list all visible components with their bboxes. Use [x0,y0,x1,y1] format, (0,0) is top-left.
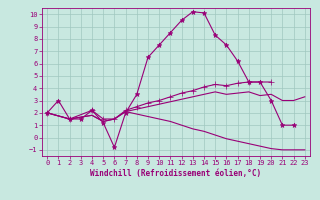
X-axis label: Windchill (Refroidissement éolien,°C): Windchill (Refroidissement éolien,°C) [91,169,261,178]
